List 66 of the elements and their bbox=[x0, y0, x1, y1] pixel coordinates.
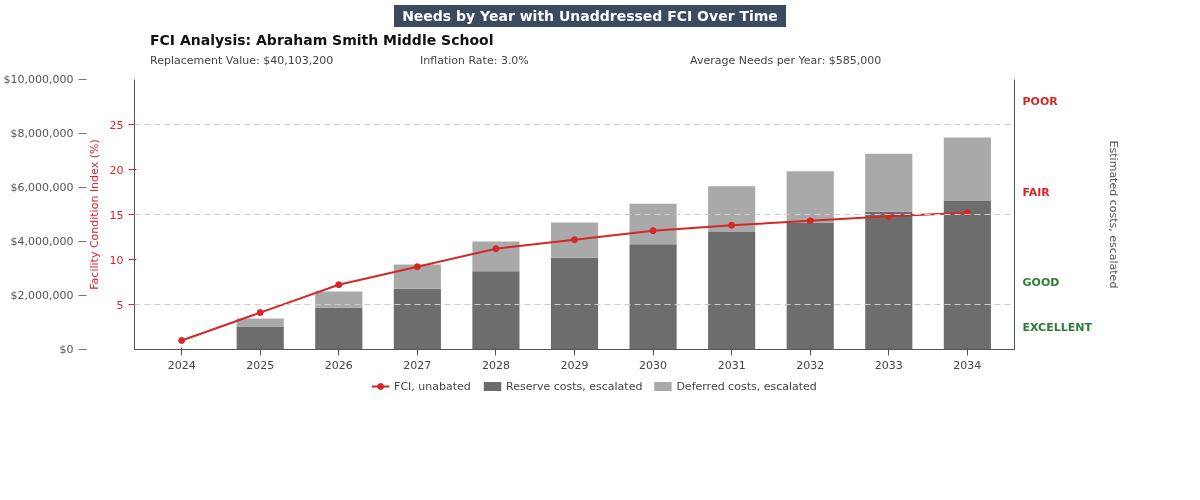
point bbox=[335, 281, 343, 289]
x-tick-label: 2033 bbox=[874, 358, 903, 372]
bar bbox=[393, 289, 441, 350]
x-tick-label: 2032 bbox=[796, 358, 825, 372]
y2-tick-label: 10 bbox=[109, 253, 124, 267]
bar bbox=[550, 258, 599, 350]
text: Average Needs per Year: $585,000 bbox=[690, 54, 882, 68]
point bbox=[728, 222, 736, 230]
y-tick-label: $2,000,000 bbox=[10, 289, 74, 303]
legend-label: Deferred costs, escalated bbox=[676, 380, 817, 394]
y2-tick-label: 20 bbox=[109, 163, 124, 177]
x-tick-label: 2028 bbox=[481, 358, 510, 372]
bar bbox=[708, 186, 756, 233]
text: FAIR bbox=[1022, 186, 1051, 200]
point bbox=[806, 217, 814, 225]
y-tick-label: $4,000,000 bbox=[10, 235, 74, 249]
x-tick-label: 2026 bbox=[324, 358, 353, 372]
y2-tick-label: 25 bbox=[109, 118, 124, 132]
bar bbox=[393, 264, 441, 290]
y-tick-label: $8,000,000 bbox=[10, 127, 74, 141]
y-tick-label: $6,000,000 bbox=[10, 181, 74, 195]
text: EXCELLENT bbox=[1022, 321, 1093, 335]
text: Inflation Rate: 3.0% bbox=[420, 54, 529, 68]
point bbox=[178, 337, 186, 345]
bar bbox=[236, 326, 284, 350]
point bbox=[492, 245, 500, 253]
bar bbox=[786, 223, 834, 350]
bar bbox=[550, 223, 599, 259]
x-tick-label: 2031 bbox=[717, 358, 746, 372]
point bbox=[885, 213, 893, 221]
bar bbox=[943, 201, 991, 350]
chart-subtitle: FCI Analysis: Abraham Smith Middle School bbox=[150, 32, 494, 49]
bar bbox=[943, 137, 991, 202]
x-tick-label: 2034 bbox=[953, 358, 982, 372]
point bbox=[571, 236, 578, 244]
y2-axis-title: Facility Condition Index (%) bbox=[87, 139, 101, 291]
text: GOOD bbox=[1022, 275, 1060, 289]
x-tick-label: 2025 bbox=[246, 358, 275, 372]
y2-tick-label: 5 bbox=[116, 298, 124, 312]
bar bbox=[236, 318, 284, 327]
bar bbox=[315, 291, 363, 309]
x-tick-label: 2024 bbox=[167, 358, 196, 372]
bar bbox=[865, 212, 913, 350]
bar bbox=[629, 204, 677, 245]
legend-label: FCI, unabated bbox=[394, 380, 471, 394]
bar bbox=[315, 308, 363, 350]
y2-tick-label: 15 bbox=[109, 208, 124, 222]
y-tick-label: $0 bbox=[59, 343, 74, 357]
bar bbox=[708, 232, 756, 350]
y-tick-label: $10,000,000 bbox=[3, 73, 74, 87]
y3-axis-title: Estimated costs, escalated bbox=[1106, 141, 1120, 289]
bar bbox=[865, 154, 913, 213]
text: Replacement Value: $40,103,200 bbox=[150, 54, 334, 68]
text: POOR bbox=[1022, 95, 1059, 109]
chart-title: Needs by Year with Unaddressed FCI Over Time bbox=[394, 5, 786, 27]
x-tick-label: 2029 bbox=[560, 358, 589, 372]
x-tick-label: 2030 bbox=[639, 358, 668, 372]
bar bbox=[786, 171, 834, 224]
x-tick-label: 2027 bbox=[403, 358, 432, 372]
legend-label: Reserve costs, escalated bbox=[506, 380, 643, 394]
bar bbox=[472, 241, 520, 272]
bar bbox=[472, 271, 520, 350]
bar bbox=[629, 244, 677, 350]
point bbox=[256, 309, 264, 317]
point bbox=[649, 227, 657, 235]
point bbox=[413, 263, 421, 271]
